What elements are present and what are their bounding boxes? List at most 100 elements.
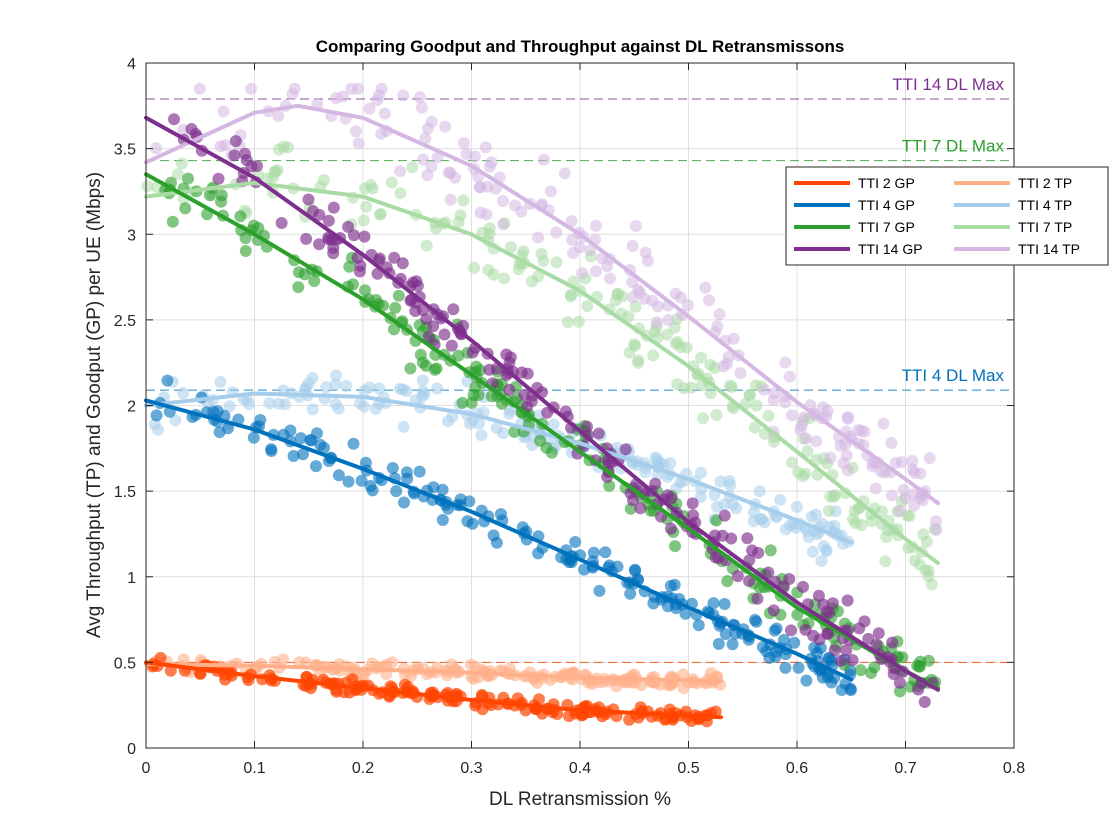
scatter-point bbox=[561, 316, 574, 329]
scatter-point bbox=[347, 437, 360, 450]
scatter-point bbox=[785, 624, 797, 637]
scatter-point bbox=[611, 287, 624, 300]
scatter-point bbox=[834, 439, 847, 452]
scatter-point bbox=[800, 674, 813, 687]
scatter-point bbox=[277, 653, 290, 666]
legend-label: TTI 4 TP bbox=[1018, 197, 1072, 213]
scatter-point bbox=[565, 215, 578, 228]
scatter-point bbox=[349, 125, 362, 138]
scatter-point bbox=[322, 214, 335, 227]
scatter-point bbox=[473, 181, 486, 194]
scatter-point bbox=[182, 172, 194, 185]
scatter-point bbox=[347, 229, 360, 242]
scatter-point bbox=[576, 267, 589, 280]
scatter-point bbox=[310, 460, 322, 473]
x-tick-label: 0.1 bbox=[243, 760, 265, 777]
scatter-point bbox=[647, 349, 660, 362]
scatter-point bbox=[869, 482, 882, 495]
scatter-point bbox=[392, 289, 405, 302]
scatter-point bbox=[885, 437, 898, 449]
scatter-point bbox=[336, 90, 349, 103]
scatter-point bbox=[332, 469, 345, 482]
x-tick-label: 0.2 bbox=[352, 760, 374, 777]
scatter-point bbox=[603, 479, 616, 492]
y-tick-label: 2.5 bbox=[114, 313, 136, 330]
x-axis-label: DL Retransmission % bbox=[489, 789, 671, 810]
scatter-point bbox=[265, 443, 278, 456]
scatter-point bbox=[906, 463, 919, 476]
scatter-point bbox=[508, 425, 521, 438]
scatter-point bbox=[592, 427, 605, 440]
x-tick-label: 0.8 bbox=[1003, 760, 1025, 777]
max-line-label: TTI 7 DL Max bbox=[902, 137, 1005, 156]
scatter-point bbox=[388, 251, 401, 264]
scatter-point bbox=[922, 654, 935, 667]
legend-label: TTI 2 GP bbox=[858, 175, 915, 191]
scatter-point bbox=[695, 466, 707, 479]
scatter-point bbox=[913, 660, 926, 673]
legend: TTI 2 GP TTI 4 GP TTI 7 GP TTI 14 GP TTI 2 T… bbox=[785, 166, 1109, 266]
scatter-point bbox=[662, 314, 675, 327]
scatter-point bbox=[785, 409, 798, 422]
scatter-point bbox=[410, 275, 423, 288]
scatter-point bbox=[581, 300, 594, 312]
scatter-point bbox=[327, 241, 340, 254]
scatter-point bbox=[363, 102, 376, 115]
scatter-point bbox=[444, 166, 457, 179]
scatter-point bbox=[751, 592, 764, 605]
scatter-point bbox=[445, 339, 458, 352]
scatter-point bbox=[806, 545, 819, 558]
scatter-point bbox=[464, 658, 477, 671]
scatter-point bbox=[718, 509, 731, 522]
chart-title: Comparing Goodput and Throughput against… bbox=[316, 37, 845, 56]
scatter-point bbox=[385, 176, 398, 189]
scatter-point bbox=[388, 323, 400, 336]
scatter-point bbox=[415, 101, 428, 114]
scatter-point bbox=[558, 167, 571, 180]
scatter-point bbox=[374, 208, 387, 220]
scatter-point bbox=[359, 456, 372, 469]
scatter-point bbox=[716, 529, 729, 542]
x-tick-label: 0.5 bbox=[677, 760, 699, 777]
scatter-point bbox=[457, 194, 470, 207]
scatter-point bbox=[307, 205, 319, 218]
scatter-point bbox=[628, 338, 641, 351]
scatter-point bbox=[661, 328, 673, 341]
scatter-point bbox=[422, 330, 435, 343]
scatter-point bbox=[343, 260, 356, 273]
scatter-point bbox=[790, 500, 803, 513]
scatter-point bbox=[692, 619, 705, 632]
scatter-point bbox=[769, 650, 782, 663]
scatter-point bbox=[400, 466, 413, 479]
scatter-point bbox=[496, 195, 509, 207]
scatter-point bbox=[294, 432, 307, 445]
scatter-point bbox=[320, 381, 333, 394]
scatter-point bbox=[378, 107, 391, 120]
scatter-point bbox=[846, 654, 859, 667]
scatter-point bbox=[300, 232, 313, 245]
x-tick-label: 0.6 bbox=[786, 760, 808, 777]
fit-line bbox=[144, 398, 854, 682]
scatter-point bbox=[668, 578, 681, 591]
scatter-point bbox=[369, 402, 382, 415]
scatter-point bbox=[639, 246, 652, 259]
scatter-point bbox=[824, 490, 837, 503]
fit-line bbox=[144, 103, 940, 506]
scatter-point bbox=[661, 489, 674, 502]
scatter-point bbox=[498, 272, 511, 285]
scatter-point bbox=[847, 513, 860, 526]
scatter-point bbox=[837, 457, 850, 470]
scatter-point bbox=[695, 351, 708, 364]
scatter-point bbox=[877, 417, 890, 430]
scatter-point bbox=[840, 644, 853, 657]
scatter-point bbox=[371, 94, 384, 107]
scatter-point bbox=[784, 519, 797, 532]
scatter-point bbox=[930, 515, 942, 528]
scatter-point bbox=[420, 359, 432, 372]
scatter-point bbox=[624, 587, 637, 600]
scatter-point bbox=[229, 135, 242, 148]
scatter-point bbox=[750, 615, 763, 628]
scatter-point bbox=[460, 147, 473, 160]
scatter-point bbox=[797, 411, 810, 424]
scatter-point bbox=[913, 558, 926, 571]
